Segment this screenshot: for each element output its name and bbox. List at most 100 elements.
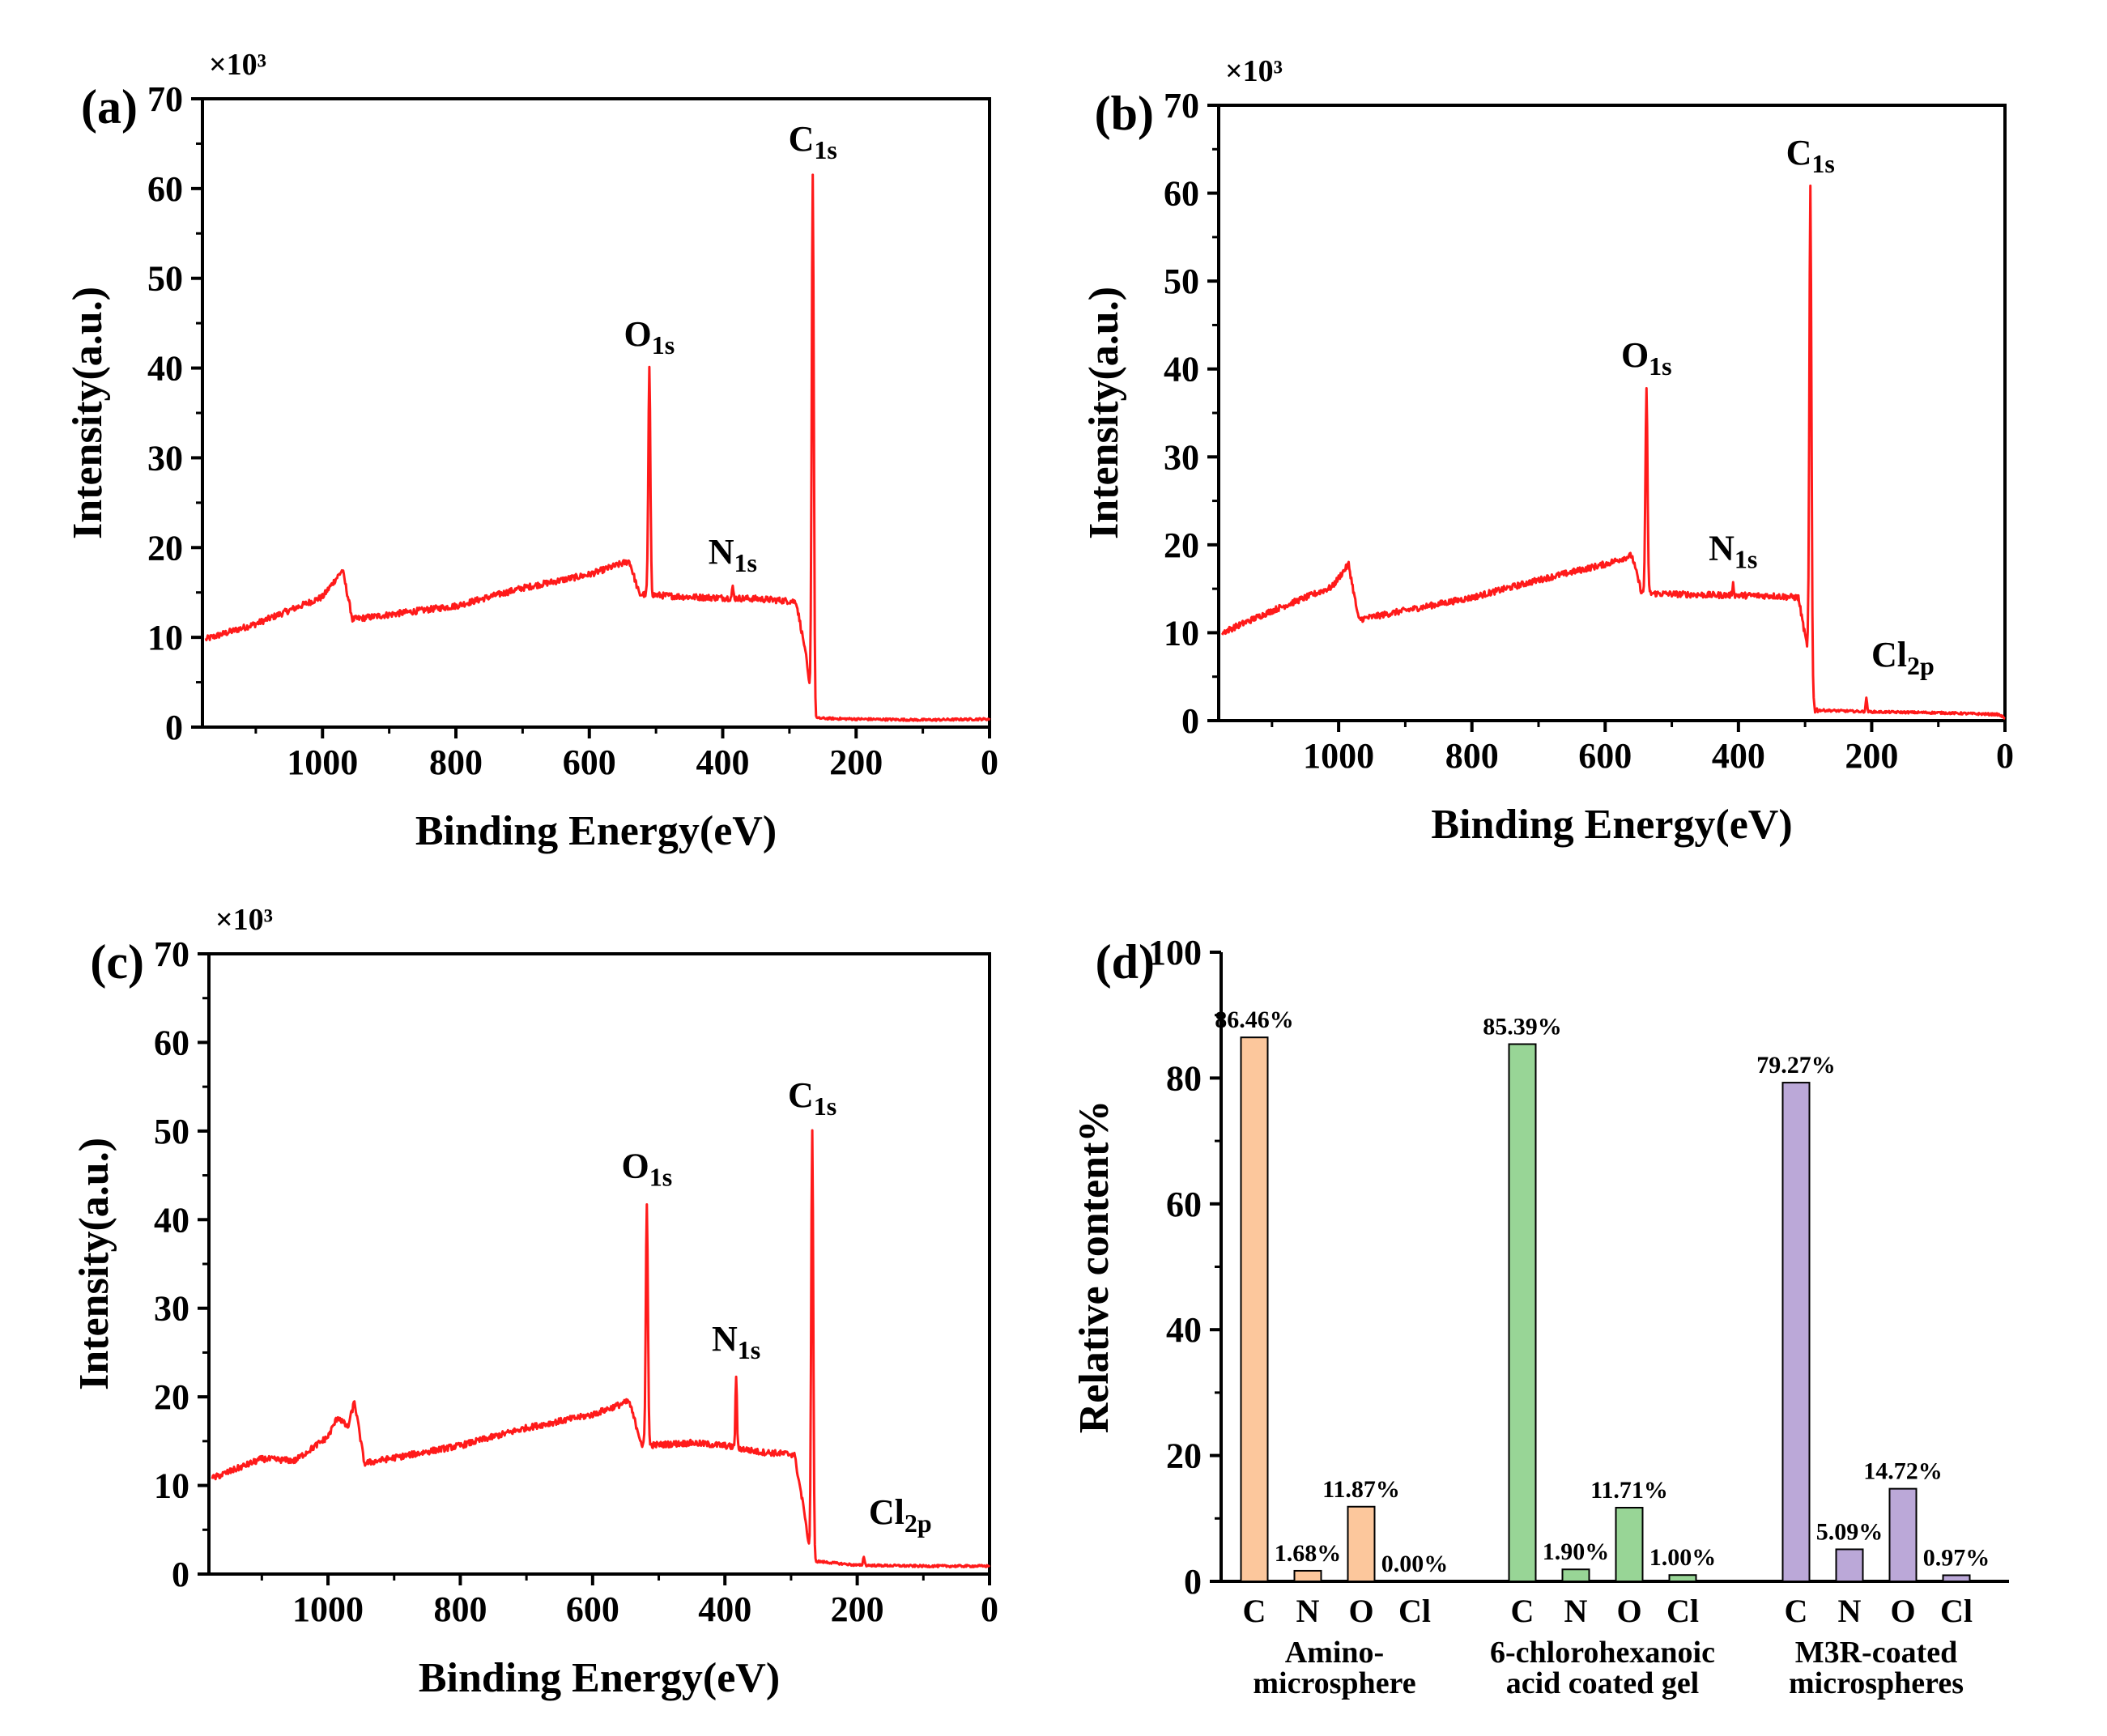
- peak-orbital: 1s: [734, 548, 757, 577]
- y-tick-label: 30: [154, 1289, 189, 1329]
- bar-c: [1240, 1036, 1269, 1582]
- x-tick-label: 1000: [287, 742, 358, 782]
- bar-value-label: 1.00%: [1649, 1544, 1717, 1571]
- x-tick-label: 200: [831, 1589, 884, 1629]
- peak-orbital: 1s: [1649, 351, 1671, 381]
- category-label: C: [1785, 1593, 1808, 1629]
- peak-element: N: [1709, 529, 1735, 568]
- bar-value-label: 5.09%: [1816, 1518, 1884, 1545]
- x-tick-label: 600: [563, 742, 616, 782]
- peak-label-c: C1s: [788, 1075, 836, 1121]
- y-tick-label: 70: [147, 79, 183, 119]
- bar-value-label: 0.00%: [1381, 1551, 1449, 1577]
- peak-element: Cl: [869, 1492, 905, 1532]
- category-label: O: [1890, 1593, 1915, 1629]
- x-tick-label: 1000: [292, 1589, 364, 1629]
- bar-value-label: 79.27%: [1756, 1052, 1836, 1079]
- bar-o: [1347, 1505, 1376, 1583]
- y-tick-label: 40: [147, 349, 183, 389]
- group-label: acid coated gel: [1506, 1666, 1700, 1700]
- peak-label-cl: Cl2p: [869, 1492, 932, 1538]
- bar-group-1: 86.46% C 1.68% N 11.87% O 0.00% Cl Amino-microsp…: [1215, 1006, 1448, 1700]
- x-axis-title: Binding Energy(eV): [419, 1655, 780, 1701]
- peak-element: N: [712, 1319, 738, 1359]
- y-tick-label: 40: [1166, 1310, 1202, 1350]
- panel-b-xps-spectrum: 0 10 20 30 40 50 60 70 1000 800 600 400 200 0 ×10³ (b) B…: [1081, 54, 2014, 848]
- category-label: Cl: [1666, 1593, 1699, 1629]
- peak-label-cl: Cl2p: [1871, 635, 1935, 680]
- y-tick-label: 0: [172, 1555, 189, 1594]
- category-label: C: [1243, 1593, 1266, 1629]
- peak-orbital: 1s: [814, 1091, 836, 1121]
- x-tick-label: 0: [981, 742, 998, 782]
- y-tick-label: 20: [1166, 1436, 1202, 1476]
- x-tick-label: 0: [1996, 736, 2014, 776]
- bar-group-3: 79.27% C 5.09% N 14.72% O 0.97% Cl M3R-coatedmic…: [1756, 1052, 1990, 1700]
- spectrum-line: [1220, 184, 2006, 721]
- y-axis-title: Relative content%: [1071, 1100, 1117, 1434]
- peak-element: C: [788, 1075, 814, 1115]
- x-tick-label: 200: [829, 742, 883, 782]
- peak-element: O: [624, 314, 652, 354]
- bar-n: [1293, 1569, 1322, 1583]
- peak-label-o: O1s: [621, 1146, 672, 1191]
- y-multiplier: ×10³: [215, 903, 273, 937]
- peak-orbital: 1s: [652, 330, 675, 360]
- peak-label-n: N1s: [712, 1319, 760, 1364]
- bar-value-label: 85.39%: [1483, 1014, 1562, 1040]
- y-tick-label: 50: [1164, 262, 1199, 301]
- panel-label: (b): [1095, 87, 1154, 140]
- x-tick-label: 800: [1445, 736, 1499, 776]
- peak-element: Cl: [1871, 635, 1907, 674]
- category-label: N: [1838, 1593, 1862, 1629]
- y-multiplier: ×10³: [209, 48, 266, 82]
- bar-o: [1615, 1507, 1644, 1583]
- category-label: N: [1296, 1593, 1320, 1629]
- peak-label-o: O1s: [624, 314, 675, 360]
- panel-label: (c): [90, 935, 144, 989]
- y-tick-label: 40: [154, 1200, 189, 1240]
- y-tick-label: 50: [154, 1112, 189, 1151]
- y-tick-label: 70: [154, 934, 189, 974]
- panel-a-xps-spectrum: 0 10 20 30 40 50 60 70 1000 800 600 400 200 0 ×10³ (a) B…: [65, 48, 998, 854]
- panel-label: (a): [81, 80, 138, 134]
- y-tick-label: 0: [1184, 1562, 1202, 1602]
- peak-orbital: 1s: [649, 1162, 672, 1191]
- y-tick-label: 30: [1164, 437, 1199, 477]
- plot-frame: [207, 952, 991, 1576]
- peak-element: C: [1786, 133, 1812, 172]
- y-tick-label: 10: [147, 618, 183, 657]
- peak-element: N: [709, 532, 734, 572]
- category-label: O: [1348, 1593, 1373, 1629]
- y-tick-label: 50: [147, 259, 183, 299]
- x-tick-label: 800: [433, 1589, 487, 1629]
- spectrum-line: [211, 1129, 991, 1568]
- y-tick-label: 20: [1164, 525, 1199, 565]
- group-label: microsphere: [1253, 1666, 1415, 1700]
- y-tick-label: 60: [147, 169, 183, 209]
- peak-orbital: 1s: [738, 1335, 760, 1364]
- peak-orbital: 2p: [905, 1508, 932, 1538]
- y-tick-label: 60: [1166, 1185, 1202, 1224]
- group-label: 6-chlorohexanoic: [1490, 1636, 1715, 1670]
- y-tick-label: 10: [1164, 613, 1199, 653]
- y-tick-label: 20: [147, 528, 183, 568]
- plot-frame: [201, 97, 991, 729]
- x-tick-label: 600: [566, 1589, 619, 1629]
- bar-value-label: 86.46%: [1215, 1006, 1294, 1033]
- x-axis-title: Binding Energy(eV): [415, 808, 777, 854]
- bar-value-label: 11.87%: [1322, 1476, 1400, 1503]
- y-tick-label: 10: [154, 1466, 189, 1506]
- y-multiplier: ×10³: [1225, 54, 1283, 88]
- y-axis-title: Intensity(a.u.): [71, 1138, 117, 1390]
- bar-value-label: 14.72%: [1863, 1458, 1943, 1485]
- category-label: C: [1511, 1593, 1534, 1629]
- x-tick-label: 1000: [1303, 736, 1374, 776]
- y-tick-label: 40: [1164, 350, 1199, 389]
- category-label: O: [1616, 1593, 1641, 1629]
- bar-value-label: 11.71%: [1590, 1477, 1668, 1504]
- y-tick-label: 60: [154, 1023, 189, 1062]
- panel-c-xps-spectrum: 0 10 20 30 40 50 60 70 1000 800 600 400 200 0 ×10³ (c) B…: [71, 903, 998, 1701]
- bar-value-label: 1.68%: [1275, 1540, 1342, 1567]
